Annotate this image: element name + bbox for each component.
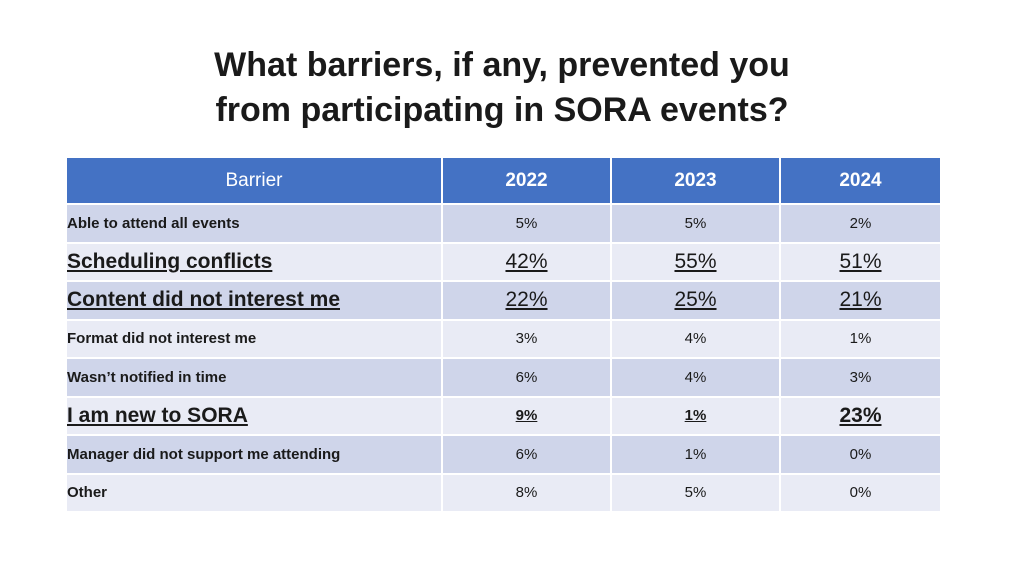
row-label: Other (67, 473, 443, 513)
cell-2024: 2% (780, 204, 940, 244)
slide-title-line-2: from participating in SORA events? (215, 91, 789, 129)
cell-2023: 25% (611, 281, 781, 321)
cell-2024: 3% (780, 358, 940, 398)
row-label: Able to attend all events (67, 204, 443, 244)
table-row: Other 8% 5% 0% (67, 473, 940, 513)
cell-2024: 0% (780, 473, 940, 513)
cell-2023: 55% (611, 242, 781, 282)
cell-2022: 3% (442, 319, 612, 359)
row-label: Format did not interest me (67, 319, 443, 359)
slide-title-line-1: What barriers, if any, prevented you (214, 46, 790, 84)
cell-2024: 1% (780, 319, 940, 359)
cell-2023: 1% (611, 435, 781, 475)
row-label: I am new to SORA (67, 396, 443, 436)
header-2024: 2024 (780, 158, 940, 205)
cell-2022: 6% (442, 435, 612, 475)
header-2022: 2022 (442, 158, 612, 205)
cell-2022: 6% (442, 358, 612, 398)
table-row: Content did not interest me 22% 25% 21% (67, 281, 940, 321)
cell-2023: 1% (611, 396, 781, 436)
cell-2022: 8% (442, 473, 612, 513)
cell-2022: 42% (442, 242, 612, 282)
table-row: Manager did not support me attending 6% … (67, 435, 940, 475)
table-header-row: Barrier 2022 2023 2024 (67, 158, 940, 205)
table-row: Format did not interest me 3% 4% 1% (67, 319, 940, 359)
cell-2023: 5% (611, 473, 781, 513)
row-label: Scheduling conflicts (67, 242, 443, 282)
slide-title: What barriers, if any, prevented you fro… (112, 43, 892, 133)
cell-2022: 22% (442, 281, 612, 321)
table-row: Able to attend all events 5% 5% 2% (67, 204, 940, 244)
header-barrier: Barrier (67, 158, 443, 205)
cell-2023: 4% (611, 358, 781, 398)
cell-2022: 9% (442, 396, 612, 436)
row-label: Wasn’t notified in time (67, 358, 443, 398)
cell-2024: 51% (780, 242, 940, 282)
cell-2022: 5% (442, 204, 612, 244)
table-row: I am new to SORA 9% 1% 23% (67, 396, 940, 436)
row-label: Content did not interest me (67, 281, 443, 321)
cell-2024: 0% (780, 435, 940, 475)
cell-2024: 21% (780, 281, 940, 321)
table-row: Wasn’t notified in time 6% 4% 3% (67, 358, 940, 398)
barriers-table: Barrier 2022 2023 2024 Able to attend al… (67, 158, 940, 513)
cell-2024: 23% (780, 396, 940, 436)
table-row: Scheduling conflicts 42% 55% 51% (67, 242, 940, 282)
cell-2023: 5% (611, 204, 781, 244)
header-2023: 2023 (611, 158, 781, 205)
cell-2023: 4% (611, 319, 781, 359)
row-label: Manager did not support me attending (67, 435, 443, 475)
